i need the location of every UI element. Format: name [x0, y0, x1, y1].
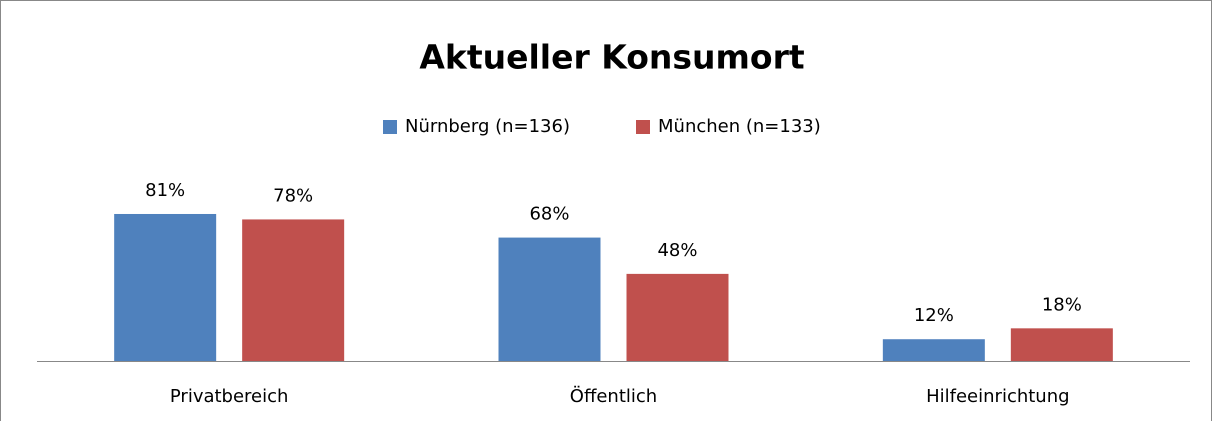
data-label: 81% — [145, 180, 185, 201]
bar — [242, 219, 345, 361]
data-label: 12% — [914, 305, 954, 326]
legend-label: München (n=133) — [658, 116, 821, 137]
bar — [626, 273, 729, 361]
bar — [1010, 328, 1113, 361]
bar — [882, 339, 985, 361]
data-label: 48% — [657, 240, 697, 261]
x-tick-label: Privatbereich — [170, 386, 289, 407]
chart-title: Aktueller Konsumort — [419, 38, 805, 77]
data-label: 18% — [1042, 294, 1082, 315]
x-tick-label: Öffentlich — [570, 385, 657, 407]
legend-swatch — [383, 120, 397, 134]
data-label: 68% — [529, 204, 569, 225]
legend-swatch — [636, 120, 650, 134]
data-label: 78% — [273, 185, 313, 206]
bar — [498, 237, 601, 361]
x-tick-label: Hilfeeinrichtung — [926, 386, 1069, 407]
bar — [114, 213, 217, 361]
legend-label: Nürnberg (n=136) — [405, 116, 570, 137]
